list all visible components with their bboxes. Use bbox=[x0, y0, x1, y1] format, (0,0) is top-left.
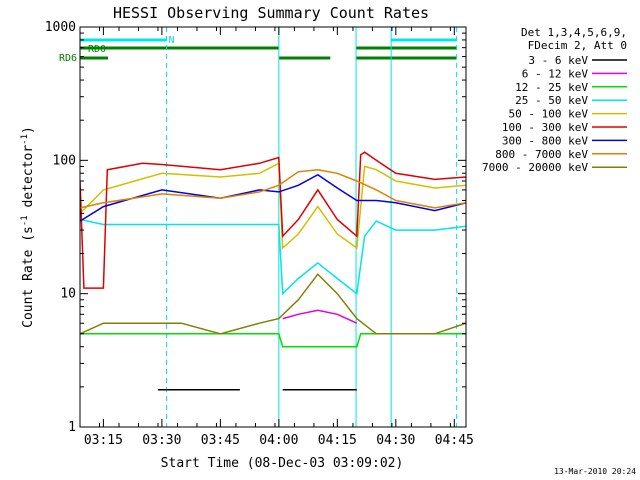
series-line-6 bbox=[80, 173, 466, 222]
legend-header-line-2: FDecim 2, Att 0 bbox=[528, 39, 627, 52]
x-tick-label-0345: 03:45 bbox=[201, 433, 240, 448]
instrument-flags: N RD0 RD6 bbox=[59, 35, 457, 64]
y-tick-label-1000: 1000 bbox=[45, 20, 76, 35]
series-line-1 bbox=[282, 309, 358, 324]
y-axis-label: Count Rate (s-1 detector-1) bbox=[20, 126, 36, 328]
legend-label-0: 3 - 6 keV bbox=[528, 54, 588, 67]
legend-label-3: 25 - 50 keV bbox=[515, 94, 588, 107]
x-tick-label-0415: 04:15 bbox=[318, 433, 357, 448]
y-tick-label-100: 100 bbox=[53, 153, 76, 168]
series-layer bbox=[80, 151, 466, 391]
generation-timestamp: 13-Mar-2010 20:24 bbox=[554, 467, 636, 476]
x-axis-label: Start Time (08-Dec-03 03:09:02) bbox=[161, 456, 404, 471]
series-line-2 bbox=[80, 333, 466, 348]
y-label-part-3: ) bbox=[21, 126, 36, 134]
y-tick-label-10: 10 bbox=[60, 287, 76, 302]
legend-label-4: 50 - 100 keV bbox=[509, 108, 589, 121]
x-tick-label-0430: 04:30 bbox=[376, 433, 415, 448]
y-label-sup-1: -1 bbox=[20, 215, 30, 226]
x-tick-label-0445: 04:45 bbox=[435, 433, 474, 448]
legend-label-2: 12 - 25 keV bbox=[515, 81, 588, 94]
y-label-part-2: detector bbox=[21, 145, 36, 216]
time-markers bbox=[79, 27, 458, 427]
legend-label-6: 300 - 800 keV bbox=[502, 134, 588, 147]
n-flag-label: N bbox=[169, 35, 175, 46]
plot-frame bbox=[79, 26, 467, 428]
y-label-part-1: Count Rate (s bbox=[21, 226, 36, 328]
x-tick-label-0315: 03:15 bbox=[84, 433, 123, 448]
legend-label-1: 6 - 12 keV bbox=[522, 67, 589, 80]
x-tick-label-0400: 04:00 bbox=[259, 433, 298, 448]
chart-title: HESSI Observing Summary Count Rates bbox=[113, 4, 429, 22]
y-tick-label-1: 1 bbox=[68, 420, 76, 435]
legend-label-8: 7000 - 20000 keV bbox=[482, 161, 588, 174]
axes: 03:15 03:30 03:45 04:00 04:15 04:30 04:45 1 10 10… bbox=[45, 20, 474, 448]
legend: Det 1,3,4,5,6,9, FDecim 2, Att 0 3 - 6 k… bbox=[482, 26, 627, 174]
series-line-7 bbox=[80, 168, 466, 209]
legend-header-line-1: Det 1,3,4,5,6,9, bbox=[521, 26, 627, 39]
series-line-8 bbox=[80, 273, 466, 335]
x-tick-label-0330: 03:30 bbox=[142, 433, 181, 448]
rd0-flag-label: RD0 bbox=[88, 44, 106, 55]
legend-label-5: 100 - 300 keV bbox=[502, 121, 588, 134]
series-line-4 bbox=[80, 162, 466, 250]
y-label-sup-2: -1 bbox=[20, 134, 30, 145]
rd6-flag-label: RD6 bbox=[59, 53, 77, 64]
series-line-3 bbox=[80, 218, 466, 296]
series-line-5 bbox=[80, 151, 466, 289]
legend-label-7: 800 - 7000 keV bbox=[495, 148, 588, 161]
